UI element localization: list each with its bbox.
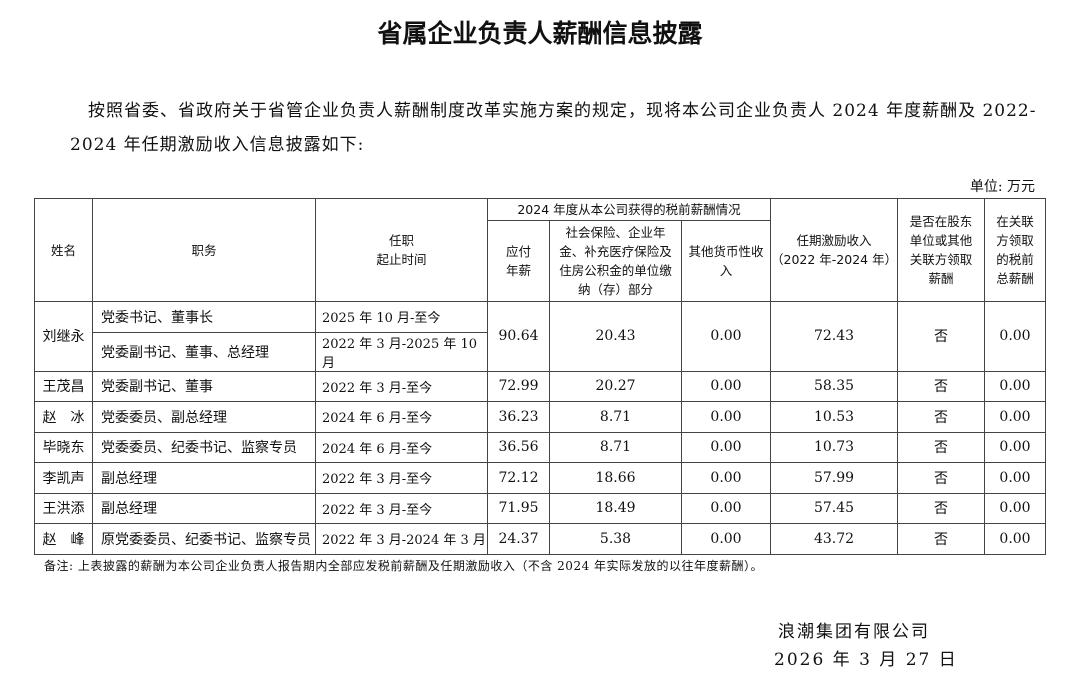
header-name: 姓名 <box>34 198 93 302</box>
term-cell: 2022 年 3 月-至今 <box>315 370 488 402</box>
related-cell: 否 <box>897 431 985 463</box>
insurance-cell: 18.66 <box>549 462 682 494</box>
insurance-cell: 8.71 <box>549 431 682 463</box>
salary-cell: 71.95 <box>487 492 550 524</box>
related-cell: 否 <box>897 462 985 494</box>
related-cell: 否 <box>897 370 985 402</box>
header-2024-group: 2024 年度从本公司获得的税前薪酬情况 <box>487 198 771 221</box>
insurance-cell: 5.38 <box>549 523 682 555</box>
intro-paragraph: 按照省委、省政府关于省管企业负责人薪酬制度改革实施方案的规定，现将本公司企业负责… <box>70 101 1037 155</box>
related-cell: 否 <box>897 492 985 524</box>
table-row: 李凯声 副总经理 2022 年 3 月-至今 72.12 18.66 0.00 57.99 否… <box>34 462 1046 494</box>
header-term: 任职 起止时间 <box>315 198 488 302</box>
incentive-cell: 43.72 <box>770 523 898 555</box>
term-cell: 2022 年 3 月-至今 <box>315 462 488 494</box>
related-cell: 否 <box>897 523 985 555</box>
insurance-cell: 18.49 <box>549 492 682 524</box>
position-cell: 党委委员、副总经理 <box>92 401 316 433</box>
incentive-cell: 57.99 <box>770 462 898 494</box>
related-total-cell: 0.00 <box>984 370 1046 402</box>
position-cell: 党委委员、纪委书记、监察专员 <box>92 431 316 463</box>
name-cell: 王茂昌 <box>34 370 93 402</box>
position-cell: 原党委委员、纪委书记、监察专员 <box>92 523 316 555</box>
term-cell: 2025 年 10 月-至今 <box>315 301 488 333</box>
related-cell: 否 <box>897 401 985 433</box>
page-title: 省属企业负责人薪酬信息披露 <box>377 19 703 48</box>
other-cell: 0.00 <box>681 301 771 372</box>
position-cell: 副总经理 <box>92 462 316 494</box>
term-cell: 2022 年 3 月-至今 <box>315 492 488 524</box>
header-insurance: 社会保险、企业年金、补充医疗保险及住房公积金的单位缴纳（存）部分 <box>549 220 682 302</box>
term-cell: 2024 年 6 月-至今 <box>315 431 488 463</box>
table-row: 王茂昌 党委副书记、董事 2022 年 3 月-至今 72.99 20.27 0.00 58… <box>34 370 1046 402</box>
related-total-cell: 0.00 <box>984 492 1046 524</box>
related-cell: 否 <box>897 301 985 372</box>
position-cell: 副总经理 <box>92 492 316 524</box>
position-cell: 党委副书记、董事 <box>92 370 316 402</box>
position-cell: 党委副书记、董事、总经理 <box>92 331 316 372</box>
header-other: 其他货币性收入 <box>681 220 771 302</box>
term-cell: 2022 年 3 月-2024 年 3 月 <box>315 523 488 555</box>
position-cell: 党委书记、董事长 <box>92 301 316 333</box>
insurance-cell: 8.71 <box>549 401 682 433</box>
related-total-cell: 0.00 <box>984 431 1046 463</box>
company-name: 浪潮集团有限公司 <box>778 622 930 642</box>
table-row: 党委副书记、董事、总经理 2022 年 3 月-2025 年 10 月 <box>35 331 1046 372</box>
salary-cell: 24.37 <box>487 523 550 555</box>
unit-label: 单位: 万元 <box>969 179 1035 195</box>
name-cell: 王洪添 <box>34 492 93 524</box>
incentive-cell: 72.43 <box>770 301 898 372</box>
salary-cell: 72.12 <box>487 462 550 494</box>
name-cell: 赵 冰 <box>34 401 93 433</box>
header-salary: 应付年薪 <box>487 220 550 302</box>
salary-table: 姓名 职务 任职 起止时间 2024 年度从本公司获得的税前薪酬情况 任期激励收入… <box>34 198 1046 555</box>
insurance-cell: 20.43 <box>549 301 682 372</box>
name-cell: 刘继永 <box>34 301 93 372</box>
incentive-cell: 10.73 <box>770 431 898 463</box>
term-cell: 2024 年 6 月-至今 <box>315 401 488 433</box>
related-total-cell: 0.00 <box>984 523 1046 555</box>
incentive-cell: 10.53 <box>770 401 898 433</box>
header-position: 职务 <box>92 198 316 302</box>
table-row: 赵 冰党委委员、副总经理 2024 年 6 月-至今 36.23 8.71 0.00 10… <box>34 401 1046 433</box>
related-total-cell: 0.00 <box>984 462 1046 494</box>
name-cell: 毕晓东 <box>34 431 93 463</box>
salary-cell: 90.64 <box>487 301 550 372</box>
header-incentive: 任期激励收入 （2022 年-2024 年） <box>770 198 898 302</box>
salary-cell: 36.56 <box>487 431 550 463</box>
header-related: 是否在股东单位或其他关联方领取薪酬 <box>897 198 985 302</box>
table-row: 王洪添 副总经理 2022 年 3 月-至今 71.95 18.49 0.00 57.45 否… <box>34 492 1046 524</box>
other-cell: 0.00 <box>681 462 771 494</box>
other-cell: 0.00 <box>681 401 771 433</box>
other-cell: 0.00 <box>681 370 771 402</box>
salary-cell: 72.99 <box>487 370 550 402</box>
header-related-total: 在关联方领取的税前总薪酬 <box>984 198 1046 302</box>
table-row: 毕晓东 党委委员、纪委书记、监察专员 2024 年 6 月-至今 36.56 8.71 0… <box>34 431 1046 463</box>
name-cell: 赵 峰 <box>34 523 93 555</box>
term-cell: 2022 年 3 月-2025 年 10 月 <box>315 331 488 372</box>
incentive-cell: 57.45 <box>770 492 898 524</box>
other-cell: 0.00 <box>681 431 771 463</box>
insurance-cell: 20.27 <box>549 370 682 402</box>
other-cell: 0.00 <box>681 492 771 524</box>
related-total-cell: 0.00 <box>984 401 1046 433</box>
related-total-cell: 0.00 <box>984 301 1046 372</box>
footnote: 备注: 上表披露的薪酬为本公司企业负责人报告期内全部应发税前薪酬及任期激励收入（… <box>44 559 764 573</box>
name-cell: 李凯声 <box>34 462 93 494</box>
other-cell: 0.00 <box>681 523 771 555</box>
date: 2026 年 3 月 27 日 <box>774 650 958 670</box>
table-row: 刘继永 党委书记、董事长 2025 年 10 月-至今 90.64 20.43 0.00 7… <box>34 301 1046 372</box>
incentive-cell: 58.35 <box>770 370 898 402</box>
salary-cell: 36.23 <box>487 401 550 433</box>
